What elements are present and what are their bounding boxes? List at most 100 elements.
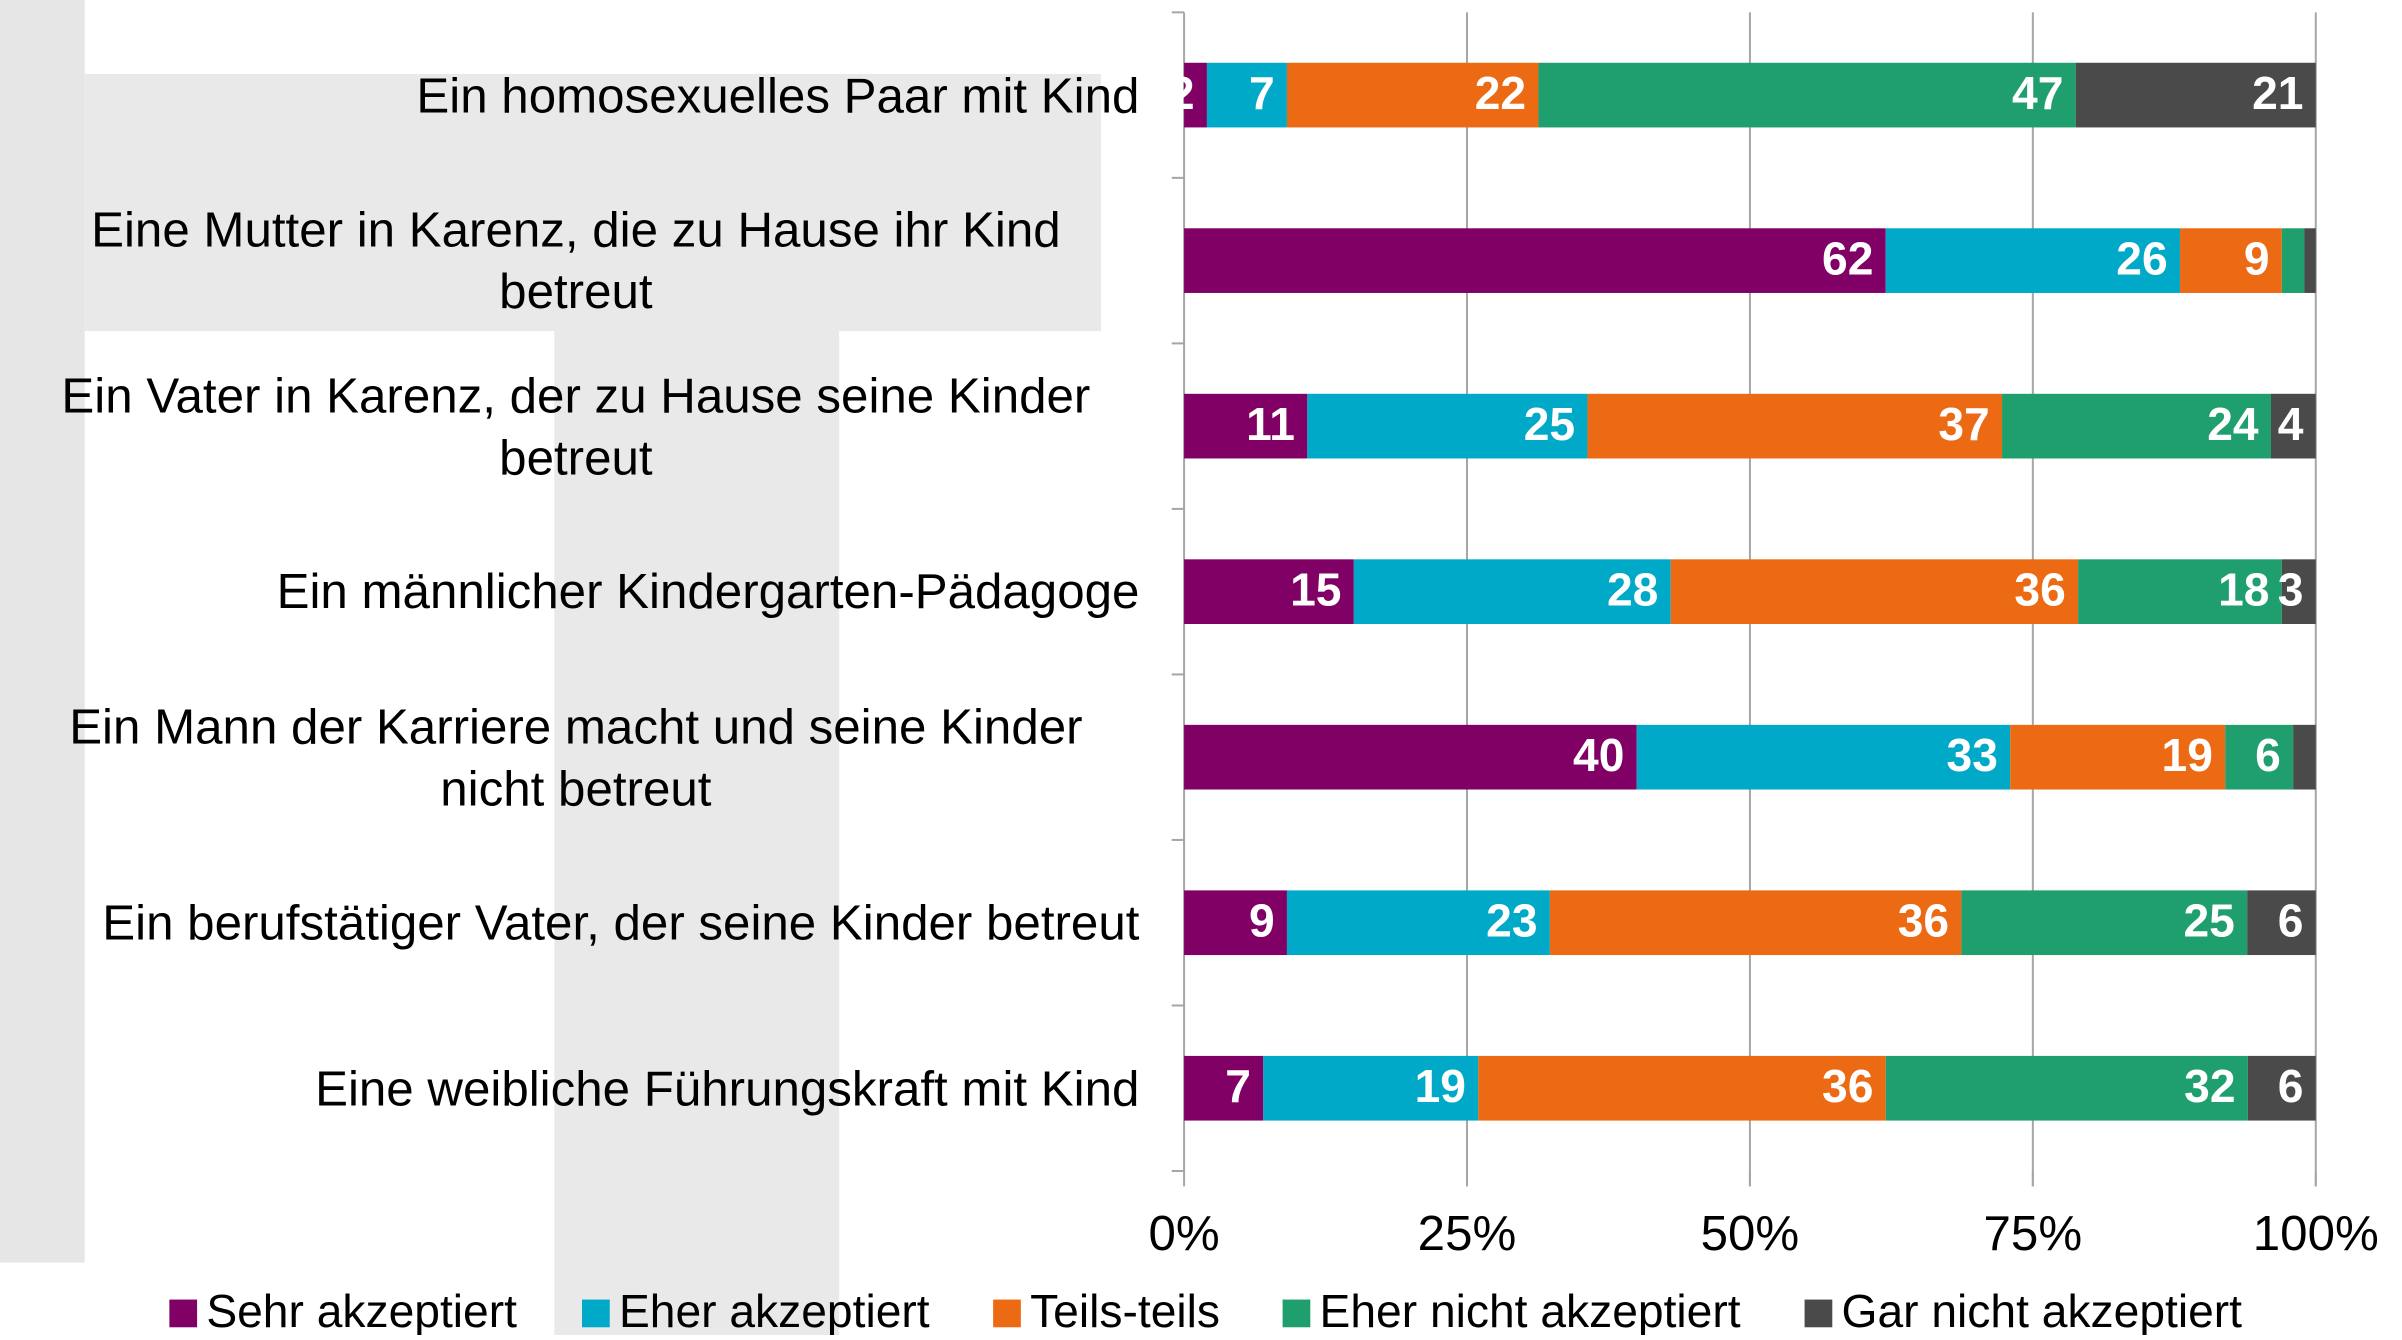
category-label-wrap: Ein Mann der Karriere macht und seine Ki… bbox=[0, 665, 1139, 850]
value-label: 40 bbox=[1573, 729, 1624, 781]
bar-segment bbox=[2247, 890, 2316, 956]
x-tick-label: 25% bbox=[1418, 1206, 1517, 1261]
bar-segment bbox=[2075, 62, 2316, 128]
category-label-box: Ein homosexuelles Paar mit Kind bbox=[0, 3, 1139, 188]
legend-swatch bbox=[1282, 1299, 1311, 1328]
value-label: 2 bbox=[1169, 67, 1195, 119]
category-label-wrap: Ein homosexuelles Paar mit Kind bbox=[0, 3, 1139, 188]
legend-label: Gar nicht akzeptiert bbox=[1842, 1285, 2243, 1335]
value-label: 18 bbox=[2218, 563, 2269, 615]
bar-segment bbox=[1307, 393, 1588, 459]
category-label-wrap: Ein berufstätiger Vater, der seine Kinde… bbox=[0, 830, 1139, 1015]
bar-segment bbox=[2078, 559, 2282, 625]
bar-segment bbox=[1549, 890, 1962, 956]
category-label: Ein Vater in Karenz, der zu Hause seine … bbox=[61, 367, 1091, 485]
value-label: 15 bbox=[1290, 563, 1341, 615]
value-label: 21 bbox=[2252, 67, 2303, 119]
bar-segment bbox=[1263, 1055, 1479, 1121]
value-label: 19 bbox=[1415, 1060, 1466, 1112]
bar-segment bbox=[1184, 62, 1207, 128]
value-label: 7 bbox=[1225, 1060, 1251, 1112]
bar-segment bbox=[1184, 559, 1354, 625]
bar-segment bbox=[2225, 724, 2294, 790]
value-label: 23 bbox=[1486, 894, 1537, 946]
x-tick-label: 100% bbox=[2253, 1206, 2379, 1261]
category-label-box: Ein berufstätiger Vater, der seine Kinde… bbox=[0, 830, 1139, 1015]
category-label-box: Eine weibliche Führungskraft mit Kind bbox=[0, 996, 1139, 1181]
category-label: Eine weibliche Führungskraft mit Kind bbox=[315, 1060, 1140, 1116]
value-label: 47 bbox=[2012, 67, 2063, 119]
bar-segment bbox=[2247, 1055, 2316, 1121]
category-label-wrap: Ein Vater in Karenz, der zu Hause seine … bbox=[0, 334, 1139, 519]
legend-label: Eher nicht akzeptiert bbox=[1320, 1285, 1741, 1335]
bar-segment bbox=[1670, 559, 2079, 625]
background-decoration bbox=[0, 0, 1101, 1335]
value-label: 9 bbox=[1249, 894, 1275, 946]
value-label: 32 bbox=[2184, 1060, 2235, 1112]
bar-segment bbox=[1587, 393, 2003, 459]
x-tick-label: 0% bbox=[1148, 1206, 1219, 1261]
bar-segment bbox=[2281, 559, 2316, 625]
bar-segment bbox=[2010, 724, 2226, 790]
value-label: 22 bbox=[1475, 67, 1526, 119]
category-label-wrap: Eine Mutter in Karenz, die zu Hause ihr … bbox=[0, 168, 1139, 353]
bar-segment bbox=[1206, 62, 1287, 128]
value-label: 7 bbox=[1249, 67, 1275, 119]
legend-swatch bbox=[1804, 1299, 1833, 1328]
bar-segment bbox=[1184, 393, 1308, 459]
legend-swatch bbox=[169, 1299, 198, 1328]
category-label-wrap: Eine weibliche Führungskraft mit Kind bbox=[0, 996, 1139, 1181]
bar-segment bbox=[1636, 724, 2011, 790]
value-label: 62 bbox=[1822, 232, 1873, 284]
bar-segment bbox=[2179, 228, 2282, 293]
value-label: 25 bbox=[2183, 894, 2234, 946]
value-label: 11 bbox=[1246, 398, 1295, 450]
legend-label: Teils-teils bbox=[1030, 1285, 1220, 1335]
bar-segment bbox=[1353, 559, 1671, 625]
value-label: 6 bbox=[2278, 894, 2304, 946]
value-label: 37 bbox=[1938, 398, 1989, 450]
bar-segment bbox=[1184, 1055, 1264, 1121]
category-label: Ein männlicher Kindergarten-Pädagoge bbox=[276, 563, 1140, 620]
value-label: 24 bbox=[2207, 398, 2259, 450]
bar-segment bbox=[1885, 1055, 2248, 1121]
bar-segment bbox=[1478, 1055, 1886, 1121]
bar-segment bbox=[1961, 890, 2248, 956]
category-label-box: Eine Mutter in Karenz, die zu Hause ihr … bbox=[0, 168, 1139, 353]
x-tick-label: 50% bbox=[1701, 1206, 1800, 1261]
legend-label: Eher akzeptiert bbox=[619, 1285, 930, 1335]
bar-segment bbox=[2270, 393, 2316, 459]
category-label-box: Ein Vater in Karenz, der zu Hause seine … bbox=[0, 334, 1139, 519]
value-label: 36 bbox=[1898, 894, 1949, 946]
value-label: 33 bbox=[1947, 729, 1998, 781]
value-label: 28 bbox=[1607, 563, 1658, 615]
bar-segment bbox=[1286, 890, 1550, 956]
category-label: Ein homosexuelles Paar mit Kind bbox=[416, 67, 1140, 123]
category-label-box: Ein männlicher Kindergarten-Pädagoge bbox=[0, 499, 1140, 684]
bar-segment bbox=[1286, 62, 1539, 128]
bar-segment bbox=[2293, 724, 2316, 790]
bar-segment bbox=[1885, 228, 2180, 293]
value-label: 19 bbox=[2162, 729, 2213, 781]
bar-segment bbox=[2304, 228, 2316, 293]
category-label: Ein Mann der Karriere macht und seine Ki… bbox=[69, 698, 1083, 816]
value-label: 36 bbox=[1822, 1060, 1873, 1112]
value-label: 25 bbox=[1524, 398, 1575, 450]
value-label: 3 bbox=[2278, 563, 2304, 615]
category-label: Ein berufstätiger Vater, der seine Kinde… bbox=[102, 894, 1140, 951]
value-label: 36 bbox=[2014, 563, 2065, 615]
legend-label: Sehr akzeptiert bbox=[206, 1285, 517, 1335]
category-label-wrap: Ein männlicher Kindergarten-Pädagoge bbox=[0, 499, 1140, 684]
category-label: Eine Mutter in Karenz, die zu Hause ihr … bbox=[91, 202, 1061, 320]
bar-segment bbox=[1538, 62, 2076, 128]
legend-swatch bbox=[582, 1299, 610, 1328]
legend-swatch bbox=[993, 1299, 1021, 1328]
bar-segment bbox=[1184, 890, 1287, 956]
value-label: 4 bbox=[2278, 398, 2304, 450]
bar-segment bbox=[2281, 228, 2305, 293]
bar-segment bbox=[2002, 393, 2271, 459]
bar-segment bbox=[1184, 724, 1637, 790]
value-label: 9 bbox=[2244, 232, 2270, 284]
x-tick-label: 75% bbox=[1984, 1206, 2083, 1261]
